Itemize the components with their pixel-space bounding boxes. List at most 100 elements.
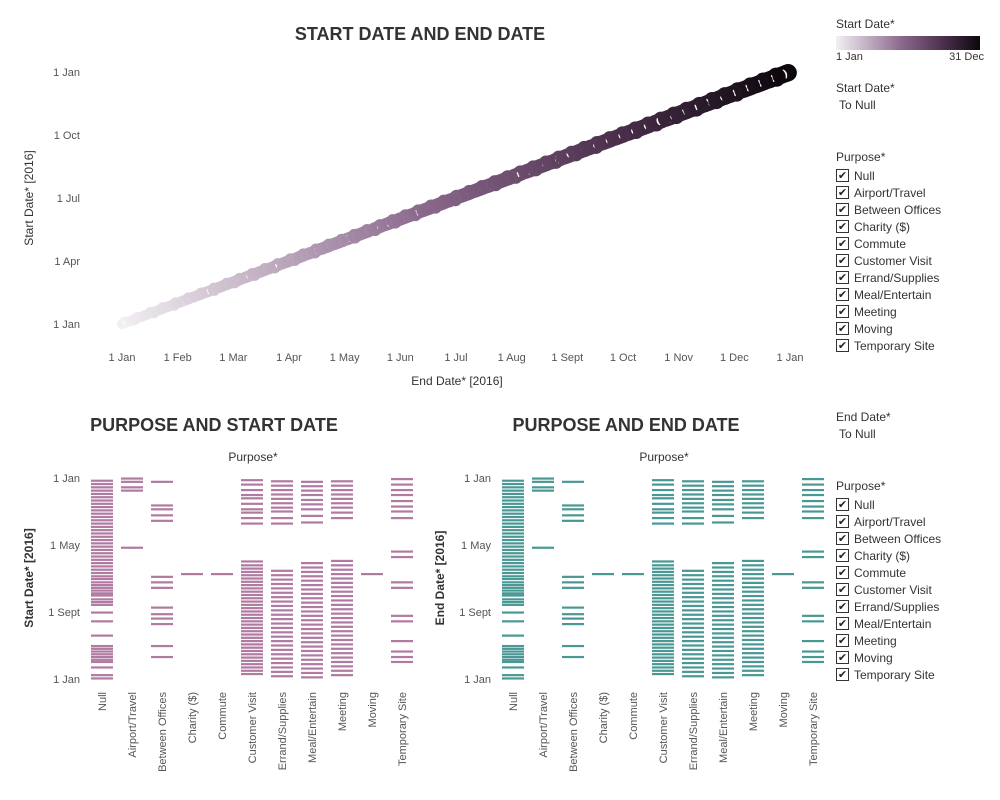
strip-mark[interactable] [301, 562, 323, 565]
strip-mark[interactable] [712, 503, 734, 506]
strip-mark[interactable] [802, 488, 824, 492]
strip-mark[interactable] [502, 583, 524, 587]
strip-mark[interactable] [652, 630, 674, 633]
strip-mark[interactable] [241, 666, 263, 669]
strip-column[interactable] [241, 479, 263, 676]
strip-mark[interactable] [391, 516, 413, 520]
strip-mark[interactable] [331, 656, 353, 659]
strip-mark[interactable] [271, 578, 293, 581]
purpose-filter-1-item[interactable]: ✔ Meal/Entertain [836, 286, 941, 303]
strip-mark[interactable] [712, 658, 734, 661]
strip-mark[interactable] [682, 578, 704, 581]
strip-mark[interactable] [391, 483, 413, 486]
strip-mark[interactable] [301, 641, 323, 644]
strip-mark[interactable] [271, 675, 293, 678]
purpose-end-chart[interactable]: 1 Jan 1 May 1 Sept 1 Jan Null Airport/Travel B… [459, 473, 824, 772]
strip-mark[interactable] [682, 626, 704, 630]
strip-mark[interactable] [91, 486, 113, 489]
strip-mark[interactable] [742, 488, 764, 492]
strip-mark[interactable] [271, 569, 293, 572]
checkbox-checked-icon[interactable]: ✔ [836, 532, 849, 545]
strip-mark[interactable] [742, 669, 764, 672]
strip-mark[interactable] [502, 658, 524, 661]
strip-mark[interactable] [502, 611, 524, 614]
strip-mark[interactable] [331, 625, 353, 628]
strip-mark[interactable] [241, 593, 263, 597]
purpose-filter-2-item[interactable]: ✔ Null [836, 496, 941, 513]
strip-mark[interactable] [91, 506, 113, 509]
checkbox-checked-icon[interactable]: ✔ [836, 651, 849, 664]
strip-mark[interactable] [562, 655, 584, 659]
strip-mark[interactable] [742, 497, 764, 500]
strip-mark[interactable] [271, 582, 293, 586]
strip-mark[interactable] [301, 636, 323, 639]
strip-mark[interactable] [271, 670, 293, 673]
strip-mark[interactable] [91, 532, 113, 535]
strip-mark[interactable] [532, 546, 554, 549]
strip-mark[interactable] [802, 499, 824, 503]
strip-mark[interactable] [652, 560, 674, 563]
strip-mark[interactable] [742, 634, 764, 637]
strip-mark[interactable] [532, 489, 554, 492]
strip-mark[interactable] [151, 586, 173, 589]
strip-mark[interactable] [742, 590, 764, 593]
strip-mark[interactable] [151, 504, 173, 507]
strip-mark[interactable] [241, 479, 263, 482]
strip-mark[interactable] [712, 566, 734, 569]
strip-mark[interactable] [502, 509, 524, 512]
strip-column[interactable] [532, 477, 554, 549]
strip-mark[interactable] [241, 649, 263, 653]
strip-mark[interactable] [331, 480, 353, 483]
strip-mark[interactable] [712, 641, 734, 644]
strip-mark[interactable] [562, 575, 584, 578]
strip-mark[interactable] [682, 510, 704, 513]
strip-mark[interactable] [91, 660, 113, 664]
checkbox-checked-icon[interactable]: ✔ [836, 600, 849, 613]
strip-mark[interactable] [301, 597, 323, 600]
strip-mark[interactable] [91, 502, 113, 505]
purpose-filter-1-item[interactable]: ✔ Charity ($) [836, 218, 941, 235]
scatter-point[interactable] [670, 105, 687, 123]
strip-mark[interactable] [652, 570, 674, 574]
strip-mark[interactable] [331, 511, 353, 514]
strip-mark[interactable] [91, 634, 113, 637]
strip-mark[interactable] [271, 493, 293, 496]
strip-mark[interactable] [712, 605, 734, 609]
strip-mark[interactable] [91, 611, 113, 614]
strip-mark[interactable] [502, 655, 524, 659]
strip-mark[interactable] [562, 586, 584, 589]
strip-mark[interactable] [301, 489, 323, 492]
strip-mark[interactable] [331, 568, 353, 571]
strip-mark[interactable] [91, 519, 113, 522]
strip-mark[interactable] [271, 613, 293, 616]
strip-mark[interactable] [331, 638, 353, 642]
strip-mark[interactable] [562, 644, 584, 648]
strip-mark[interactable] [91, 562, 113, 565]
purpose-filter-2-item[interactable]: ✔ Commute [836, 564, 941, 581]
strip-mark[interactable] [772, 573, 794, 576]
strip-mark[interactable] [331, 581, 353, 584]
strip-mark[interactable] [91, 577, 113, 581]
strip-mark[interactable] [91, 603, 113, 606]
strip-mark[interactable] [652, 656, 674, 659]
strip-mark[interactable] [91, 482, 113, 486]
strip-mark[interactable] [91, 586, 113, 589]
purpose-filter-2-item[interactable]: ✔ Airport/Travel [836, 513, 941, 530]
strip-mark[interactable] [682, 506, 704, 509]
strip-mark[interactable] [91, 492, 113, 496]
strip-mark[interactable] [91, 568, 113, 571]
strip-mark[interactable] [532, 477, 554, 480]
strip-mark[interactable] [331, 599, 353, 602]
purpose-filter-1-item[interactable]: ✔ Moving [836, 320, 941, 337]
strip-mark[interactable] [151, 606, 173, 609]
strip-mark[interactable] [712, 649, 734, 653]
strip-mark[interactable] [91, 650, 113, 653]
strip-mark[interactable] [241, 502, 263, 505]
strip-mark[interactable] [151, 508, 173, 511]
strip-mark[interactable] [502, 538, 524, 542]
scatter-point[interactable] [173, 297, 184, 309]
strip-mark[interactable] [712, 627, 734, 631]
strip-mark[interactable] [241, 643, 263, 646]
strip-mark[interactable] [301, 663, 323, 666]
strip-mark[interactable] [151, 655, 173, 659]
